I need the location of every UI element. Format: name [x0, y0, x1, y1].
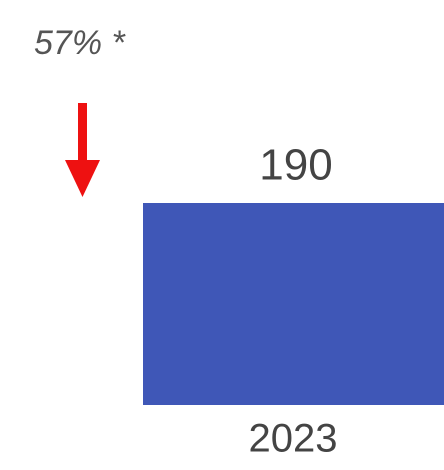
arrow-head [65, 160, 100, 197]
down-arrow [65, 103, 100, 197]
bar [143, 203, 444, 405]
value-label: 190 [259, 141, 332, 190]
arrow-shaft [78, 103, 87, 163]
x-tick-label: 2023 [249, 417, 338, 461]
annotation: 57% * [34, 24, 126, 62]
